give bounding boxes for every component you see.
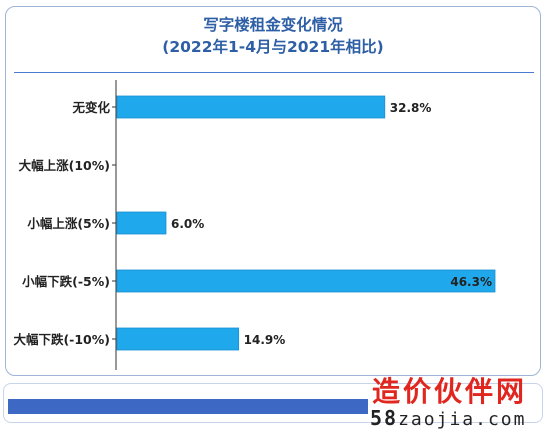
category-label: 小幅上涨(5%) <box>26 216 110 231</box>
footer-bar <box>8 399 368 414</box>
bar <box>116 269 496 293</box>
watermark-url-rest: zaojia.com <box>398 409 527 430</box>
bar <box>116 95 386 119</box>
value-label: 32.8% <box>390 101 432 115</box>
value-label: 46.3% <box>450 275 492 289</box>
bar <box>116 211 167 235</box>
title-divider <box>14 72 534 73</box>
category-label: 大幅下跌(-10%) <box>13 332 110 347</box>
watermark-url-prefix: 58 <box>370 406 399 430</box>
category-label: 小幅下跌(-5%) <box>21 274 110 289</box>
chart-subtitle: (2022年1-4月与2021年相比) <box>162 38 384 56</box>
bar <box>116 327 240 351</box>
watermark-logo: 造价伙伴网 58zaojia.com <box>368 370 550 436</box>
value-label: 6.0% <box>171 217 204 231</box>
watermark-url: 58zaojia.com <box>370 406 526 430</box>
chart-title-block: 写字楼租金变化情况 (2022年1-4月与2021年相比) <box>10 10 536 66</box>
category-label: 大幅上涨(10%) <box>19 158 110 173</box>
value-label: 14.9% <box>244 333 286 347</box>
category-label: 无变化 <box>71 100 110 115</box>
chart-title: 写字楼租金变化情况 <box>203 16 343 34</box>
chart-card <box>5 6 541 376</box>
watermark-cn: 造价伙伴网 <box>372 375 528 408</box>
